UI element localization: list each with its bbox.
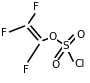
Text: S: S: [62, 41, 69, 51]
Text: O: O: [51, 60, 59, 70]
Text: O: O: [49, 32, 57, 42]
Text: F: F: [1, 28, 7, 38]
Text: O: O: [76, 30, 84, 40]
Text: Cl: Cl: [74, 59, 85, 69]
Text: F: F: [33, 2, 39, 12]
Text: F: F: [23, 65, 29, 75]
